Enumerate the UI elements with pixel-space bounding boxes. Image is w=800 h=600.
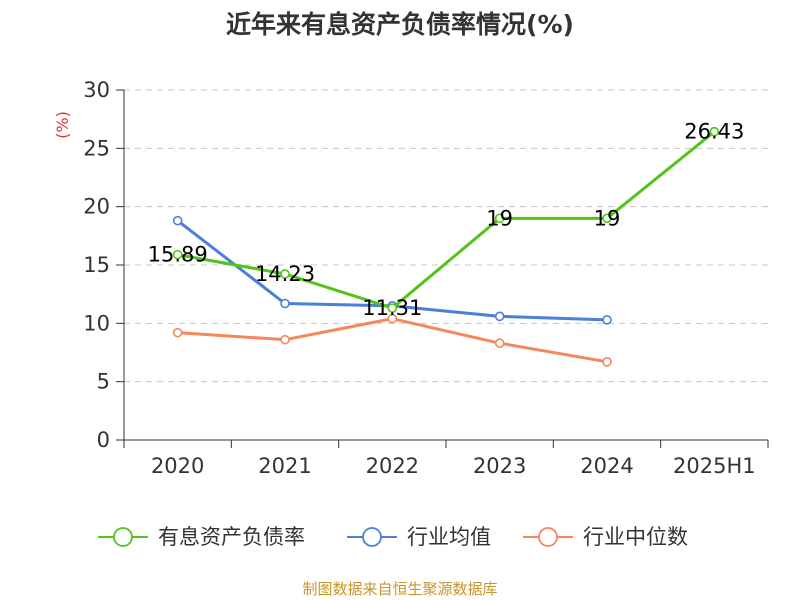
data-label: 19 — [594, 206, 621, 230]
y-tick-label: 15 — [83, 253, 110, 277]
data-point — [602, 213, 612, 224]
series-line — [177, 130, 716, 310]
data-point — [494, 213, 505, 224]
legend-item[interactable]: 有息资产负债率 — [98, 525, 305, 549]
data-labels: 15.89 14.23 11.31 19 19 26.43 — [148, 120, 745, 320]
legend-item[interactable]: 行业中位数 — [523, 525, 688, 549]
x-tick-label: 2025H1 — [673, 454, 756, 478]
source-note: 制图数据来自恒生聚源数据库 — [302, 580, 497, 598]
data-label: 19 — [486, 206, 513, 230]
data-label: 14.23 — [255, 262, 315, 286]
series-line — [177, 317, 608, 364]
legend-label: 有息资产负债率 — [158, 525, 305, 549]
data-point — [172, 327, 183, 338]
series-lines — [172, 126, 720, 367]
x-tick-label: 2021 — [258, 454, 311, 478]
data-point — [494, 311, 505, 322]
chart-title: 近年来有息资产负债率情况(%) — [226, 10, 574, 39]
y-tick-label: 20 — [83, 195, 110, 219]
series-0 — [172, 126, 720, 313]
legend-label: 行业均值 — [407, 525, 491, 549]
data-point — [387, 313, 398, 324]
data-point — [387, 303, 398, 313]
legend-marker — [113, 527, 133, 547]
data-point — [280, 334, 290, 345]
y-tick-label: 0 — [97, 428, 110, 452]
data-point — [172, 249, 183, 260]
data-point — [709, 126, 720, 137]
data-point — [172, 215, 183, 226]
data-label: 11.31 — [362, 296, 422, 320]
legend-marker — [362, 527, 382, 547]
legend-item[interactable]: 行业均值 — [347, 525, 491, 549]
y-tick-label: 25 — [83, 136, 110, 160]
data-point — [602, 315, 612, 325]
legend[interactable]: 有息资产负债率 行业均值 行业中位数 — [98, 525, 688, 549]
x-tick-label: 2023 — [473, 454, 526, 478]
legend-label: 行业中位数 — [583, 525, 688, 549]
data-point — [280, 269, 290, 279]
axes — [116, 89, 769, 448]
series-2 — [172, 313, 612, 367]
data-label: 26.43 — [684, 120, 744, 144]
grid-lines — [124, 89, 768, 383]
y-tick-label: 30 — [83, 78, 110, 102]
data-label: 15.89 — [148, 243, 208, 267]
y-tick-label: 10 — [83, 311, 110, 335]
y-tick-label: 5 — [97, 370, 110, 394]
x-tick-label: 2024 — [580, 454, 633, 478]
x-tick-label: 2022 — [366, 454, 419, 478]
tick-labels: 0 5 10 15 20 25 30 2020 2021 2022 2023 2024 2025H1 — [83, 78, 755, 478]
legend-marker — [538, 527, 558, 547]
data-point — [602, 357, 612, 367]
data-point — [280, 298, 290, 309]
y-axis-label: (%) — [53, 111, 72, 139]
x-tick-label: 2020 — [151, 454, 204, 478]
data-point — [494, 338, 505, 348]
